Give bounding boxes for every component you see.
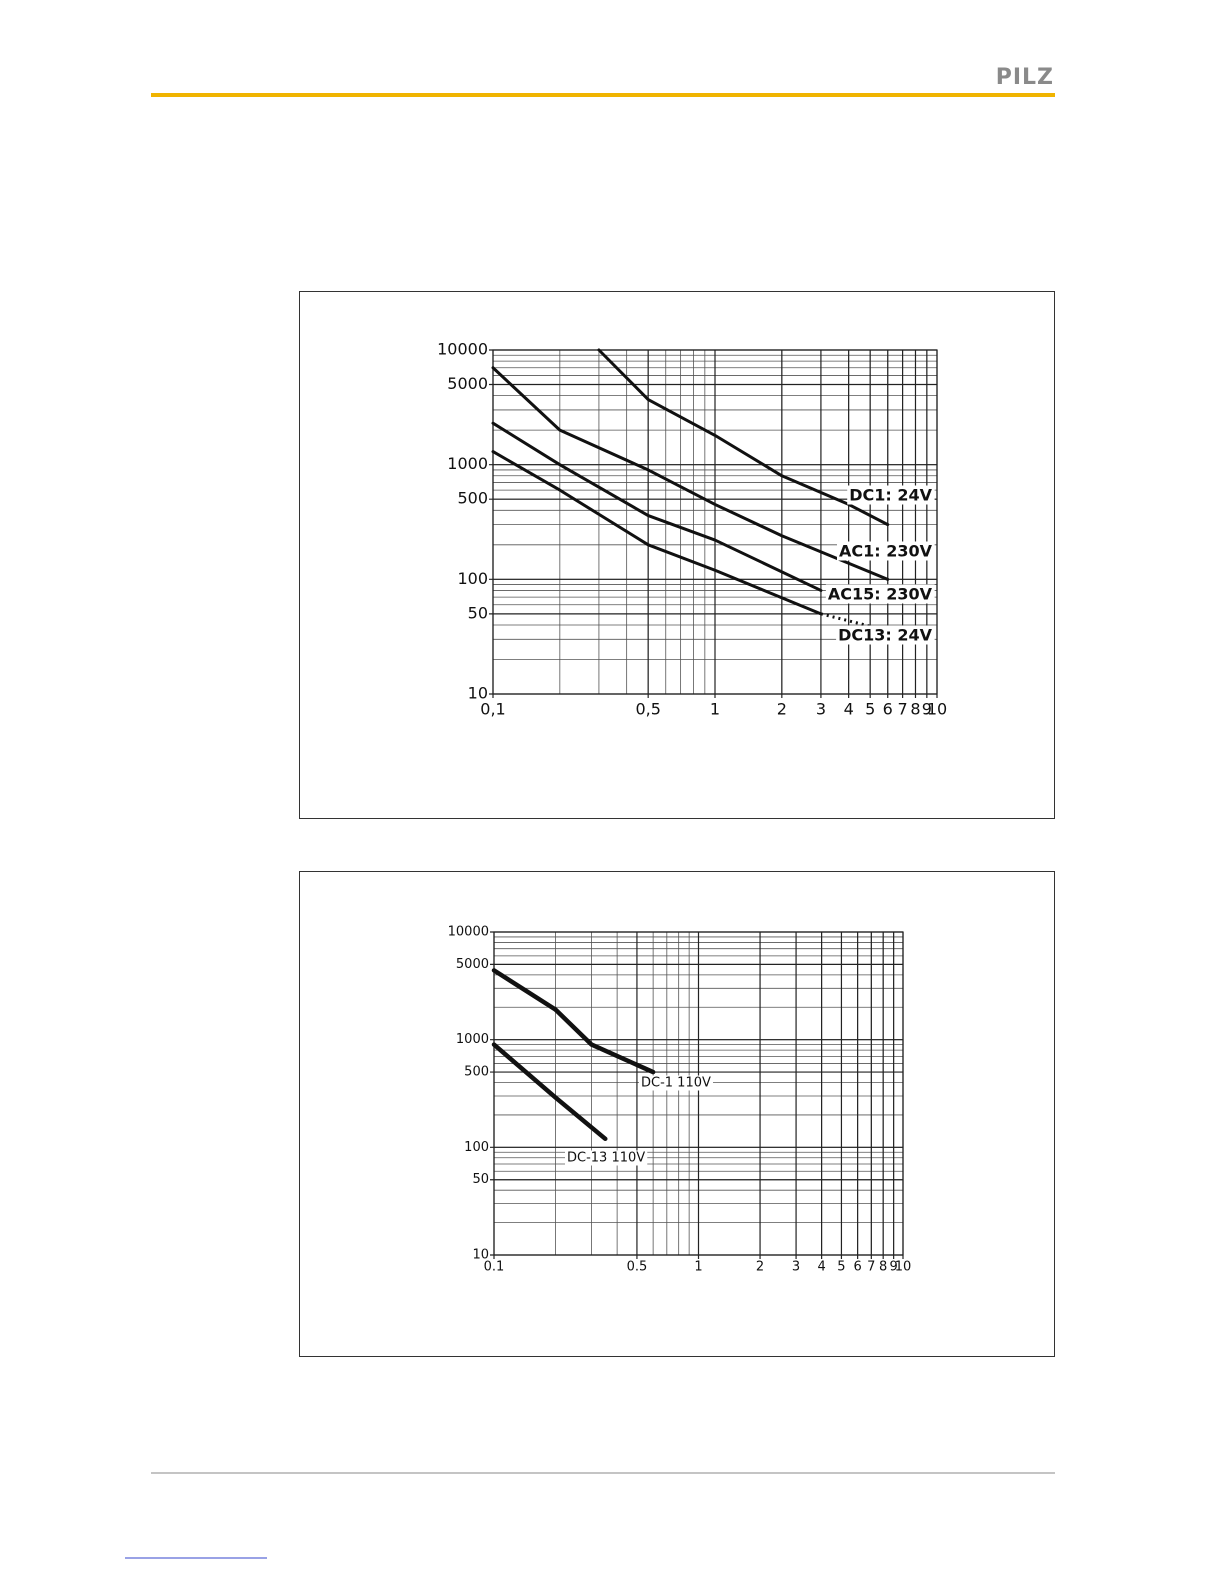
y-tick-label: 5000 [447,374,488,393]
y-tick-label: 10000 [448,925,489,940]
plot-frame [493,931,904,1256]
x-tick-label: 9 [922,700,932,719]
y-tick-label: 10 [468,684,488,703]
logo: PILZ [996,65,1054,90]
series-line-dashed [820,612,871,628]
series-line [597,348,890,527]
y-tick-label: 100 [464,1140,489,1155]
x-tick-label: 0,1 [480,700,505,719]
series-label: AC1: 230V [839,542,933,561]
label-background [825,584,935,604]
x-tick-label: 5 [837,1260,845,1275]
chart-frame [299,291,1055,819]
x-tick-label: 6 [883,700,893,719]
y-tick-label: 50 [472,1172,489,1187]
label-background [565,1150,648,1166]
chart-frame [299,871,1055,1357]
x-tick-label: 6 [853,1260,861,1275]
x-tick-label: 8 [879,1260,887,1275]
series-label: AC15: 230V [828,585,933,604]
series-line [491,366,890,581]
x-tick-label: 4 [817,1260,825,1275]
x-tick-label: 8 [910,700,920,719]
x-tick-label: 10 [927,700,947,719]
y-tick-label: 10000 [437,340,488,359]
y-tick-label: 5000 [456,957,489,972]
label-background [639,1075,713,1091]
x-tick-label: 2 [756,1260,764,1275]
series-label: DC-1 110V [641,1076,711,1091]
series-label: DC-13 110V [567,1151,645,1166]
x-tick-label: 3 [816,700,826,719]
x-tick-label: 0,5 [635,700,660,719]
x-tick-label: 9 [890,1260,898,1275]
label-background [836,541,935,561]
x-tick-label: 5 [865,700,875,719]
series-line [491,421,823,592]
plot-frame [492,349,938,695]
x-tick-label: 10 [895,1260,912,1275]
y-tick-label: 50 [468,603,488,622]
y-tick-label: 10 [472,1248,489,1263]
x-tick-label: 7 [867,1260,875,1275]
label-background [847,485,935,505]
x-tick-label: 2 [777,700,787,719]
y-tick-label: 1000 [447,454,488,473]
x-tick-label: 7 [898,700,908,719]
y-tick-label: 1000 [456,1032,489,1047]
x-tick-label: 0.1 [484,1260,505,1275]
series-label: DC1: 24V [849,486,932,505]
series-line [491,450,823,616]
series-line [491,1042,608,1142]
y-tick-label: 100 [457,569,488,588]
series-line [491,968,656,1075]
series-label: DC13: 24V [838,626,933,645]
y-tick-label: 500 [457,489,488,508]
x-tick-label: 1 [694,1260,702,1275]
x-tick-label: 1 [710,700,720,719]
x-tick-label: 4 [844,700,854,719]
y-tick-label: 500 [464,1065,489,1080]
x-tick-label: 3 [792,1260,800,1275]
x-tick-label: 0.5 [627,1260,648,1275]
label-background [836,625,935,645]
